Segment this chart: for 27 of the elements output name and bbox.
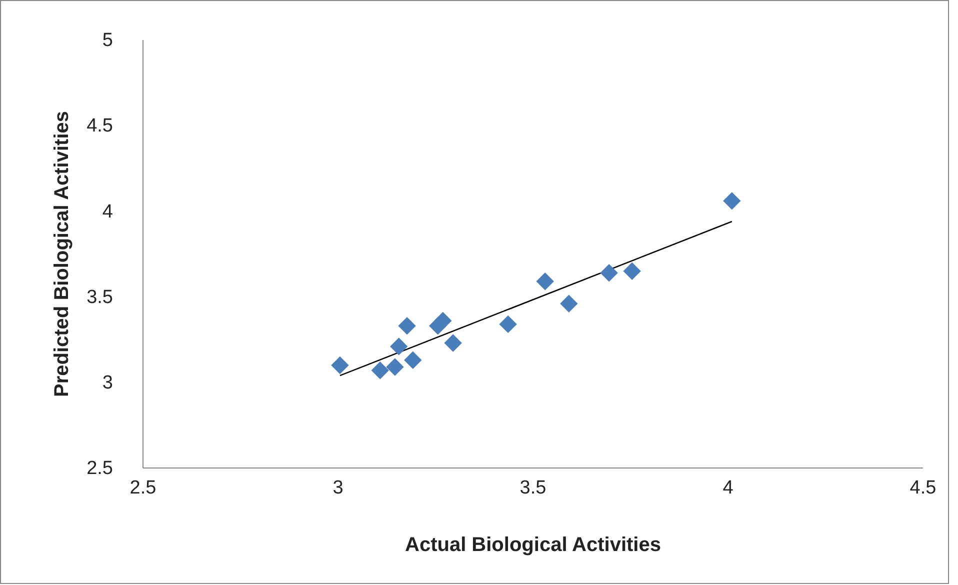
x-axis-title: Actual Biological Activities — [405, 534, 661, 556]
y-tick-label: 3.5 — [86, 286, 113, 308]
x-tick-label: 4.5 — [910, 477, 936, 498]
point — [404, 351, 422, 369]
x-tick-label: 3.5 — [520, 477, 546, 498]
point — [371, 362, 389, 380]
point — [398, 317, 416, 335]
x-tick-label: 3 — [332, 477, 344, 498]
y-tick-label: 4 — [102, 201, 114, 222]
point — [390, 338, 408, 356]
point — [499, 315, 517, 334]
point — [600, 264, 618, 282]
x-tick-label: 4 — [722, 477, 734, 498]
y-tick-label: 5 — [102, 30, 113, 52]
point — [560, 294, 578, 313]
point — [623, 262, 641, 280]
point — [331, 356, 349, 374]
point — [434, 312, 452, 330]
point — [536, 272, 554, 290]
y-tick-label: 3 — [102, 372, 113, 394]
x-tick-label: 2.5 — [130, 477, 156, 498]
y-tick-label: 4.5 — [86, 116, 113, 137]
y-axis-title: Predicted Biological Activities — [51, 110, 73, 398]
point — [386, 358, 404, 376]
y-tick-label: 2.5 — [86, 458, 113, 480]
point — [444, 334, 462, 352]
point — [723, 192, 741, 210]
